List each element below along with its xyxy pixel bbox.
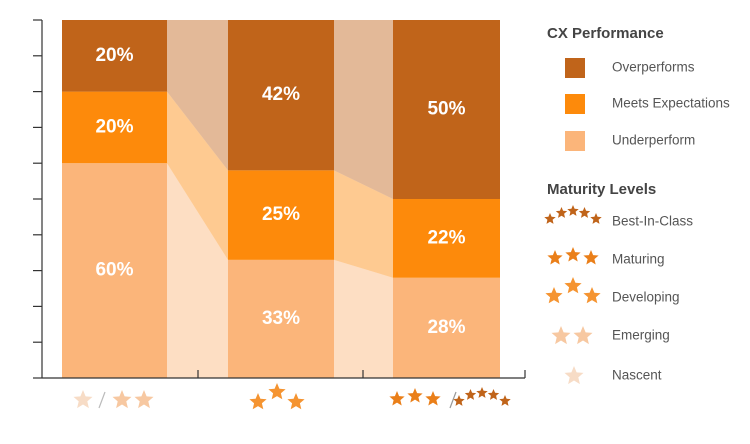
star-icon <box>73 390 93 409</box>
legend-swatch <box>565 94 585 114</box>
star-icon <box>547 250 563 265</box>
star-icon <box>564 277 582 294</box>
star-icon <box>555 207 568 218</box>
star-icon <box>583 287 601 304</box>
legend-label: Overperforms <box>612 60 695 75</box>
star-icon <box>590 213 602 224</box>
star-icon <box>249 393 267 410</box>
star-icon <box>453 395 465 406</box>
value-label: 33% <box>262 308 300 329</box>
star-icon <box>134 390 154 409</box>
legend-swatch <box>565 131 585 151</box>
star-icon <box>487 389 500 400</box>
value-label: 20% <box>95 45 133 66</box>
separator <box>98 391 106 409</box>
bar-segment <box>62 20 167 92</box>
connector <box>167 163 228 378</box>
bar-segment <box>62 163 167 378</box>
bar-segment <box>393 277 500 378</box>
star-icon <box>268 383 286 400</box>
star-icon <box>567 205 579 216</box>
legend-label: Underperform <box>612 133 695 148</box>
value-label: 42% <box>262 84 300 105</box>
maturity-label: Nascent <box>612 368 662 383</box>
star-icon <box>425 391 441 406</box>
bar-segment <box>228 170 334 260</box>
star-icon <box>499 395 511 406</box>
maturity-label: Developing <box>612 290 680 305</box>
value-label: 20% <box>95 116 133 137</box>
legend-swatch <box>565 58 585 78</box>
bar-segment <box>393 199 500 278</box>
value-label: 22% <box>427 227 465 248</box>
star-icon <box>551 326 571 345</box>
maturity-label: Emerging <box>612 328 670 343</box>
connector <box>167 20 228 171</box>
star-icon <box>544 213 556 224</box>
value-label: 50% <box>427 99 465 120</box>
legend-title: CX Performance <box>547 25 664 42</box>
star-icon <box>476 387 488 398</box>
connector <box>334 170 393 278</box>
bar-segment <box>393 20 500 199</box>
bar-segment <box>228 20 334 171</box>
star-icon <box>464 389 477 400</box>
separator <box>449 391 457 409</box>
bar-segment <box>62 91 167 164</box>
maturity-title: Maturity Levels <box>547 181 656 198</box>
star-icon <box>112 390 132 409</box>
star-icon <box>407 388 423 403</box>
value-label: 25% <box>262 204 300 225</box>
maturity-label: Maturing <box>612 252 665 267</box>
star-icon <box>573 326 593 345</box>
maturity-label: Best-In-Class <box>612 214 693 229</box>
star-icon <box>578 207 591 218</box>
value-label: 28% <box>427 317 465 338</box>
star-icon <box>545 287 563 304</box>
star-icon <box>583 250 599 265</box>
connector <box>334 259 393 378</box>
legend-label: Meets Expectations <box>612 96 730 111</box>
star-icon <box>564 366 584 385</box>
star-icon <box>389 391 405 406</box>
connector <box>334 20 393 199</box>
value-label: 60% <box>95 260 133 281</box>
star-icon <box>565 247 581 262</box>
connector <box>167 91 228 260</box>
star-icon <box>287 393 305 410</box>
bar-segment <box>228 259 334 378</box>
